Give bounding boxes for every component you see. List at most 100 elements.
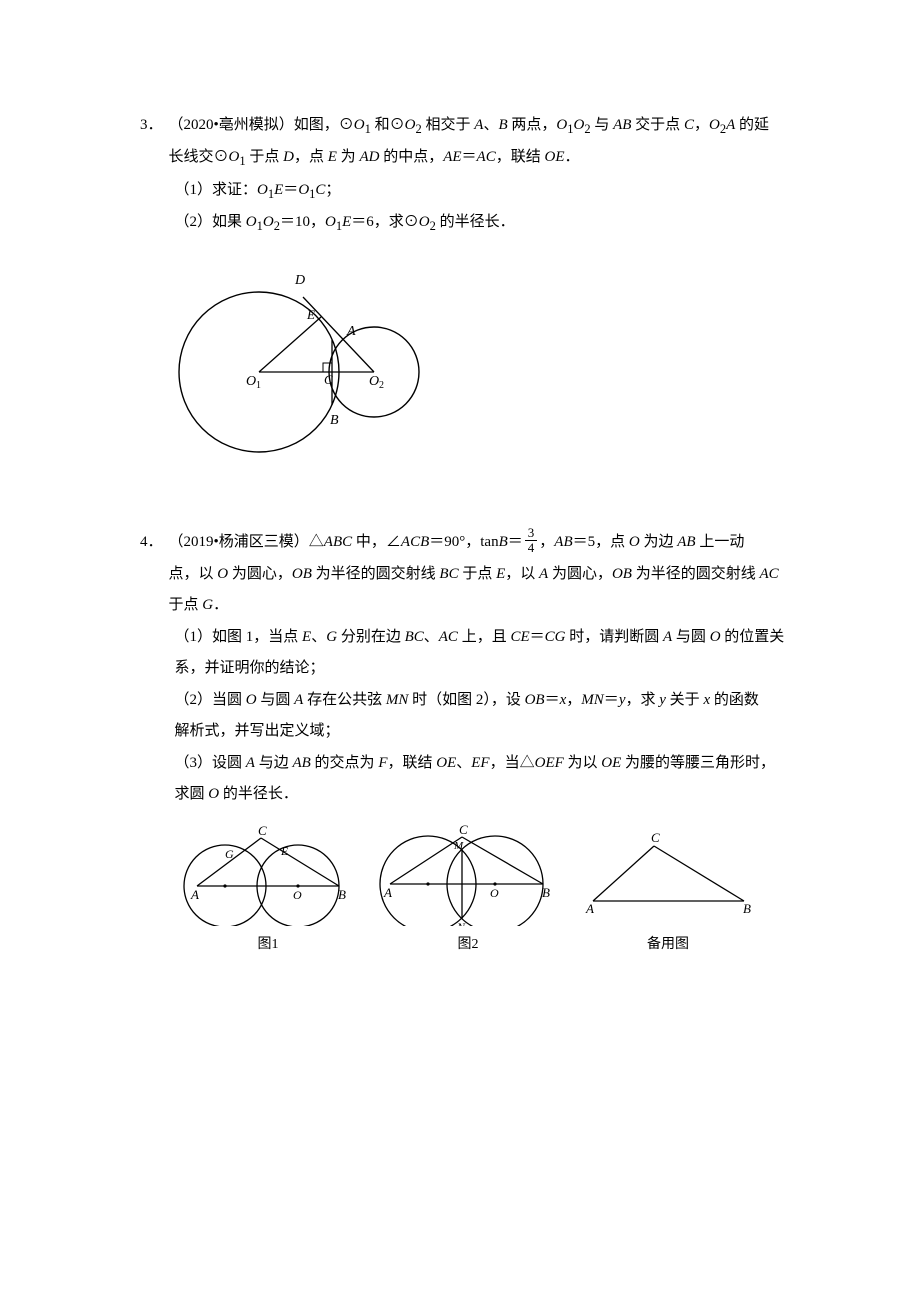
problem-4-header: 4． （2019•杨浦区三模）△ABC 中，∠ACB＝90°，tanB＝34，A… [140,527,790,959]
p3-p2-o1e-o: O [325,214,336,230]
p4-t6: 为边 [640,534,678,550]
p3-t6: 与 [591,117,614,133]
p3-l2d: 为 [337,149,360,165]
p3-t3: 相交于 [422,117,475,133]
p4-p1h: 与圆 [672,629,710,645]
p3-O1C-c: C [315,182,325,198]
p3-O1C-o: O [298,182,309,198]
p4-p2a: （2）当圆 [175,692,246,708]
p3-B: B [498,117,507,133]
p3-C: C [684,117,694,133]
p4-p2-O: O [246,692,257,708]
p3-A2: A [726,117,735,133]
p4-p3-l2b: 的半径长． [219,786,298,802]
problem-4-number: 4． [140,527,163,959]
p3-p1-tail: ； [325,182,340,198]
p4-l2b: 为圆心， [228,566,292,582]
p3-o1c: O [229,149,240,165]
p3-part2: （2）如果 O1O2＝10，O1E＝6，求⊙O2 的半径长． [175,207,790,239]
problem-4: 4． （2019•杨浦区三模）△ABC 中，∠ACB＝90°，tanB＝34，A… [140,527,790,959]
p4-part2: （2）当圆 O 与圆 A 存在公共弦 MN 时（如图 2），设 OB＝x，MN＝… [175,685,790,748]
p3-AB: AB [613,117,631,133]
p4-O2: O [217,566,228,582]
p3-o2c: O [709,117,720,133]
p4-p3-OEF: OEF [535,755,564,771]
p4-p3-EF: EF [471,755,489,771]
p4-l2g: 为半径的圆交射线 [632,566,760,582]
p4-p1-BC: BC [405,629,424,645]
p4-p3b: 与边 [255,755,293,771]
p4-fden: 4 [525,541,538,555]
p3-part1: （1）求证：O1E＝O1C； [175,175,790,207]
svg-text:E: E [280,844,289,858]
p4-p1b: 、 [311,629,326,645]
p4-OB: OB [292,566,312,582]
svg-text:O: O [369,374,379,389]
p3-l2e: 的中点， [379,149,443,165]
p3-p2-o1: O [246,214,257,230]
p3-AE: AE [443,149,461,165]
p4-source: （2019•杨浦区三模） [169,534,309,550]
p4-p2-MN2: MN [581,692,604,708]
p3-t2: 和⊙ [371,117,405,133]
p4-p2-OB: OB [525,692,545,708]
p4-l2e: ，以 [505,566,539,582]
p4-p1-A: A [663,629,672,645]
p4-fig1-wrap: A B C G E O 图1 [181,821,356,959]
p4-t3: ＝90°，tan [429,534,498,550]
svg-text:D: D [294,273,305,288]
p3-l2f: ，联结 [496,149,545,165]
p4-p2f: ， [566,692,581,708]
p4-p1-CE: CE [510,629,529,645]
p4-p2-A: A [294,692,303,708]
p3-parts: （1）求证：O1E＝O1C； （2）如果 O1O2＝10，O1E＝6，求⊙O2 … [169,175,790,240]
problem-3-body: （2020•亳州模拟）如图，⊙O1 和⊙O2 相交于 A、B 两点，O1O2 与… [169,110,790,462]
p4-p3e: 、 [456,755,471,771]
p4-p3-OE2: OE [601,755,621,771]
p3-p2-tail: 的半径长． [436,214,515,230]
p4-p3-OE: OE [436,755,456,771]
p3-O1E-e: E [274,182,283,198]
p4-p2h: ，求 [625,692,659,708]
p3-t9: 的延 [735,117,769,133]
p4-fig2-wrap: A B C M N O 图2 [376,821,561,959]
p3-p2-o1e-e: E [342,214,351,230]
p3-p2-eq10: ＝10， [280,214,325,230]
p4-p1-O: O [710,629,721,645]
p4-p3h: 为腰的等腰三角形时， [621,755,775,771]
p3-t7: 交于点 [631,117,684,133]
p4-G: G [202,597,213,613]
problem-4-body: （2019•杨浦区三模）△ABC 中，∠ACB＝90°，tanB＝34，AB＝5… [169,527,790,959]
p3-t1: 如图，⊙ [294,117,354,133]
p4-ABC: ABC [324,534,352,550]
p4-fig2-svg: A B C M N O [376,821,561,926]
p4-fig1-svg: A B C G E O [181,821,356,926]
p4-p3c: 的交点为 [311,755,379,771]
p3-l2c: ，点 [294,149,328,165]
p4-part1: （1）如图 1，当点 E、G 分别在边 BC、AC 上，且 CE＝CG 时，请判… [175,622,790,685]
p3-OE: OE [544,149,564,165]
p3-source: （2020•亳州模拟） [169,117,294,133]
p3-svg: O1 O2 C A B D E [169,247,429,462]
p4-p1f: ＝ [530,629,545,645]
p4-part3: （3）设圆 A 与边 AB 的交点为 F，联结 OE、EF，当△OEF 为以 O… [175,748,790,811]
p4-p2b: 与圆 [257,692,295,708]
svg-text:M: M [453,840,464,852]
problem-3-header: 3． （2020•亳州模拟）如图，⊙O1 和⊙O2 相交于 A、B 两点，O1O… [140,110,790,462]
svg-text:A: A [585,901,594,916]
p3-o2: O [405,117,416,133]
svg-text:B: B [542,885,550,900]
svg-text:E: E [306,307,315,322]
svg-text:O: O [293,888,302,902]
p3-o1b: O [556,117,567,133]
problem-3-number: 3． [140,110,163,462]
p4-t5: ＝5，点 [573,534,629,550]
p3-l2a: 长线交⊙ [169,149,229,165]
p4-O: O [629,534,640,550]
p3-t4: 、 [483,117,498,133]
p4-p3-l2a: 求圆 [175,786,209,802]
p4-AB: AB [554,534,572,550]
p4-p3a: （3）设圆 [175,755,246,771]
svg-text:O: O [246,374,256,389]
svg-text:C: C [324,372,333,387]
